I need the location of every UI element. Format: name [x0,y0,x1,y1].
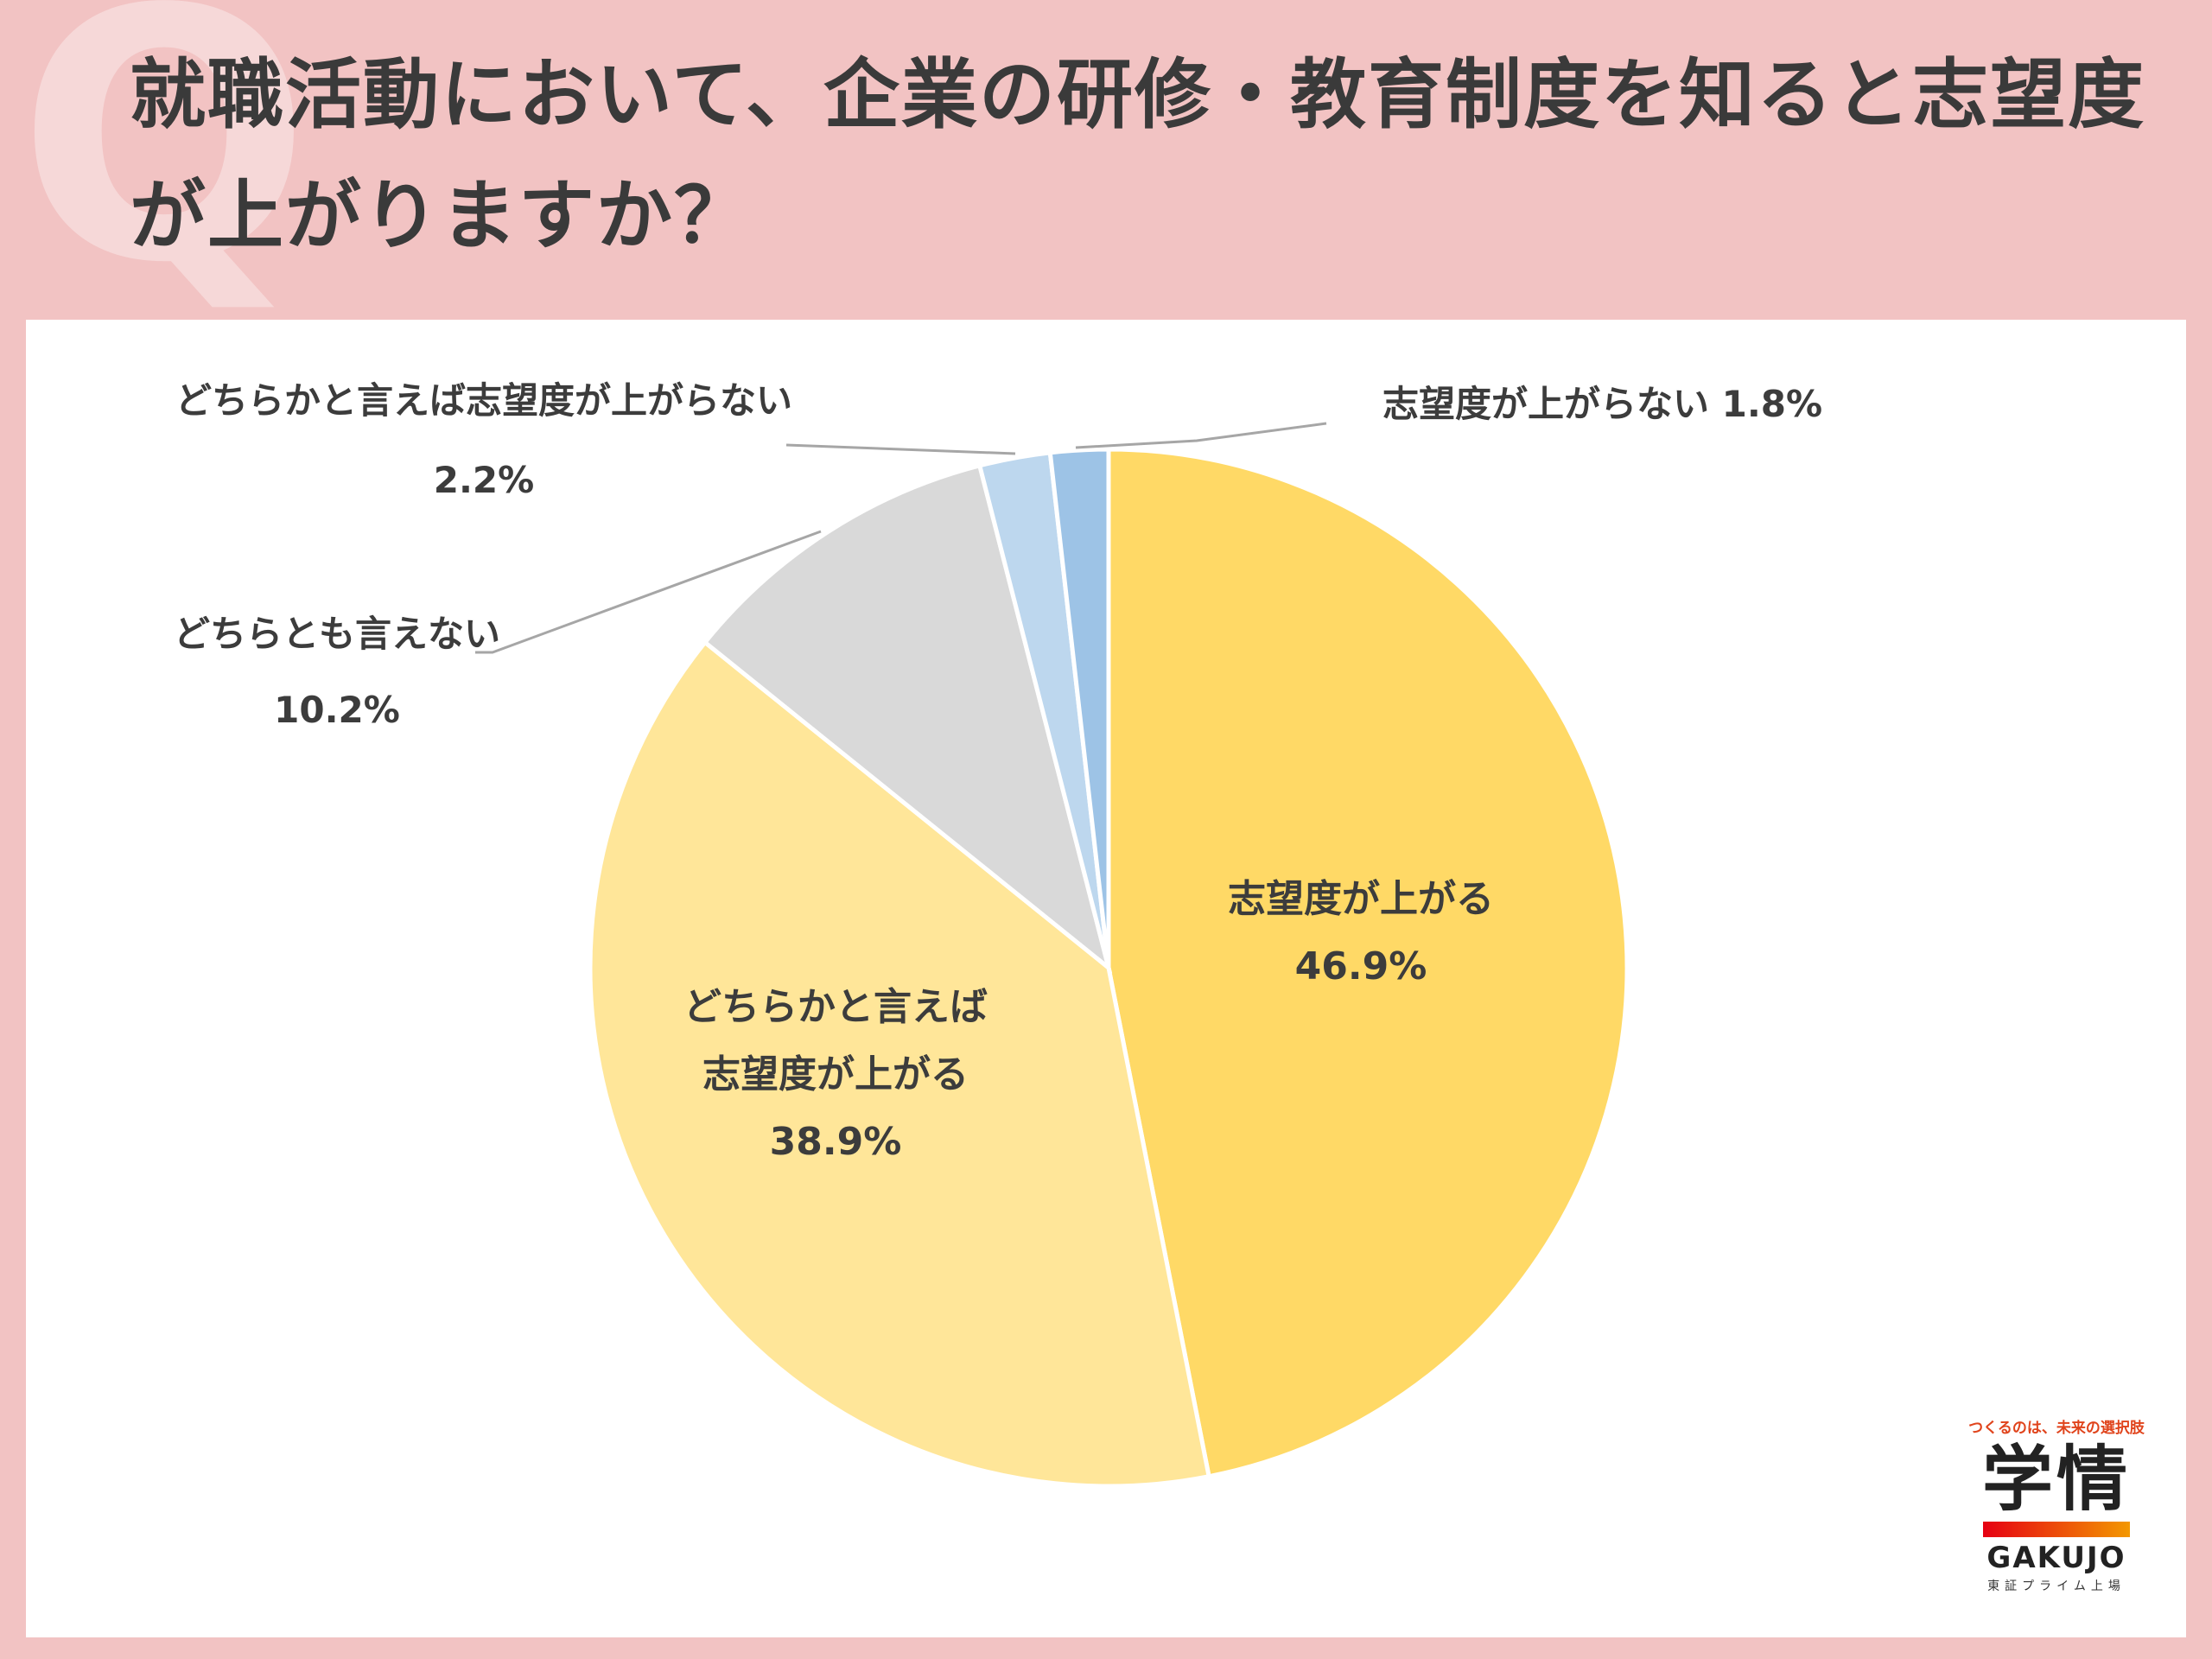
chart-panel: 志望度が上がる 46.9% どちらかと言えば 志望度が上がる 38.9% どちら… [26,320,2186,1637]
logo-brand-en: GAKUJO [1986,1541,2126,1575]
pie-slice-0 [1106,447,1630,1479]
page-title: 就職活動において、企業の研修・教育制度を知ると志望度が上がりますか？ [130,50,2145,260]
pie-slice-2 [702,462,1113,974]
q-watermark: Q [17,0,312,339]
logo-tagline: つくるのは、未来の選択肢 [1968,1420,2145,1437]
leader-line-s4 [1075,422,1327,449]
label-s3-name: どちらかと言えば志望度が上がらない [175,379,792,422]
label-s1-name-1: どちらかと言えば [683,985,988,1029]
label-s0-value: 46.9% [1295,944,1427,988]
leader-line-s2 [475,530,822,654]
pie-slice-1 [588,639,1212,1489]
logo-listing: 東証プライム上場 [1987,1580,2126,1593]
leader-line-s3 [785,443,1016,455]
gakujo-logo: つくるのは、未来の選択肢 学情 GAKUJO 東証プライム上場 [1953,1408,2160,1607]
label-s1-name-2: 志望度が上がる [702,1052,969,1096]
label-s4: 志望度が上がらない 1.8% [1382,383,1822,425]
label-s2-value: 10.2% [274,689,400,731]
label-s0-name: 志望度が上がる [1228,877,1494,921]
pie-chart: 志望度が上がる 46.9% どちらかと言えば 志望度が上がる 38.9% どちら… [174,379,1822,1489]
pie-slice-4 [1047,447,1111,969]
logo-bar [1983,1522,2130,1537]
pie-slices [588,447,1630,1489]
label-s2-name: どちらとも言えない [174,613,500,655]
logo-brand: 学情 [1981,1439,2131,1521]
label-s3-value: 2.2% [434,459,534,501]
label-s1-value: 38.9% [770,1120,902,1164]
